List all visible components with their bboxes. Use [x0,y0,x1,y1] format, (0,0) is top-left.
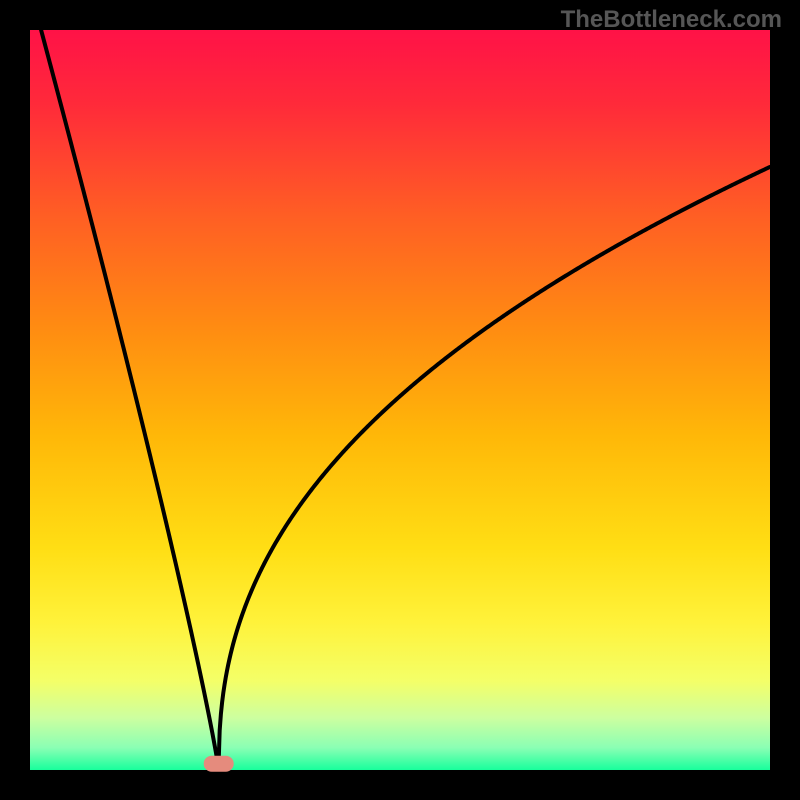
chart-frame [0,0,800,800]
bottleneck-curve [41,30,770,768]
vertex-marker [204,756,234,772]
attribution-label: TheBottleneck.com [561,6,782,34]
bottleneck-curve-canvas [0,0,800,800]
